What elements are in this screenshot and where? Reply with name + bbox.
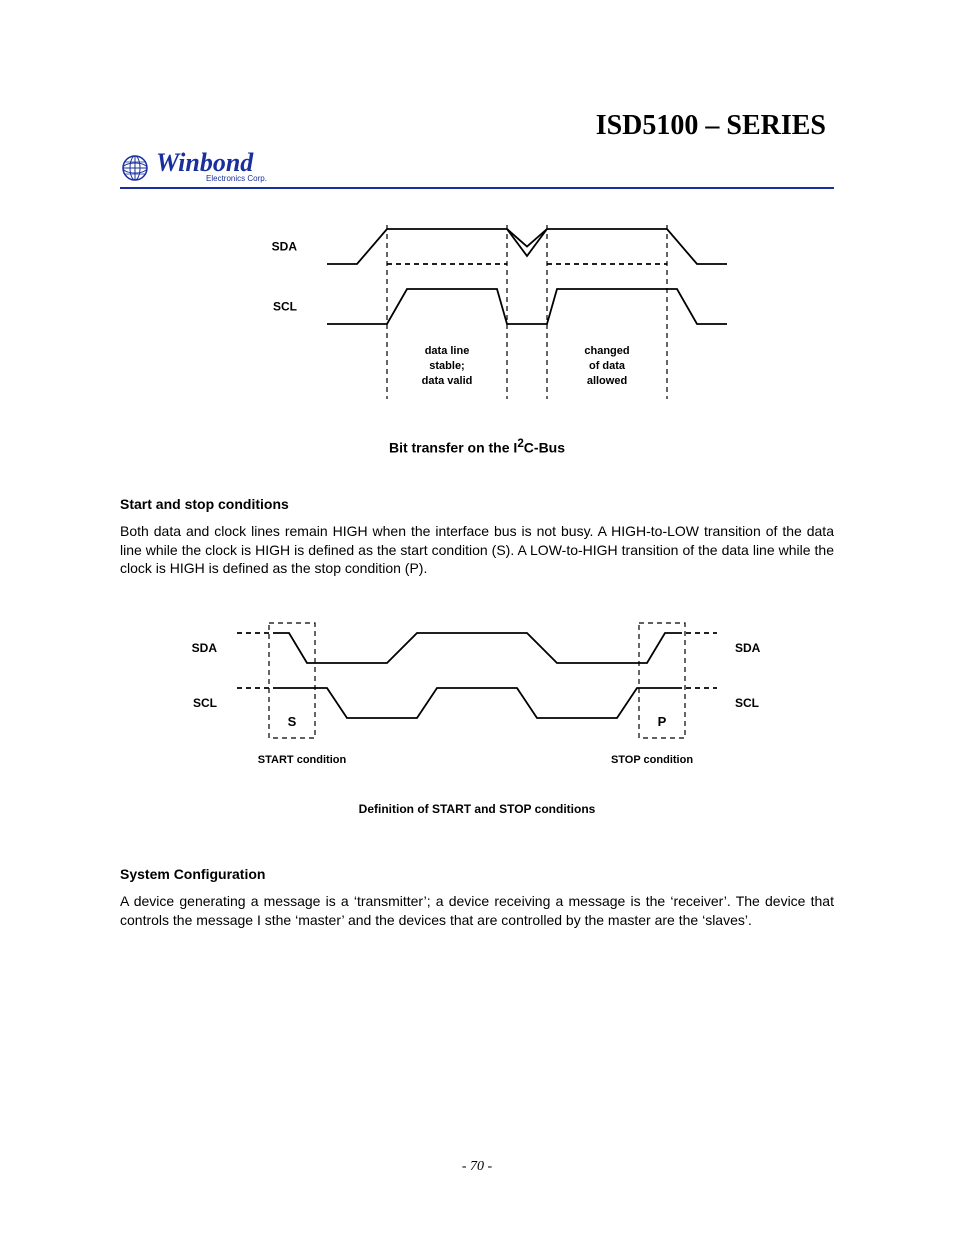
logo-text: Winbond: [156, 148, 253, 177]
svg-text:changed: changed: [584, 345, 629, 357]
section2-heading: System Configuration: [120, 866, 834, 882]
svg-text:stable;: stable;: [429, 360, 464, 372]
section1-heading: Start and stop conditions: [120, 496, 834, 512]
page-number: - 70 -: [0, 1159, 954, 1175]
svg-text:SDA: SDA: [735, 641, 761, 655]
diagram2-caption: Definition of START and STOP conditions: [359, 802, 596, 816]
svg-text:SDA: SDA: [272, 240, 298, 254]
svg-text:SDA: SDA: [192, 641, 218, 655]
svg-text:SCL: SCL: [735, 696, 759, 710]
start-stop-diagram: SDA SCL SDA SCL S P START condition STOP condit…: [120, 618, 834, 866]
svg-text:START condition: START condition: [258, 754, 347, 766]
svg-text:SCL: SCL: [193, 696, 217, 710]
section1-body: Both data and clock lines remain HIGH wh…: [120, 522, 834, 579]
logo-subtext: Electronics Corp.: [206, 174, 267, 183]
svg-text:STOP condition: STOP condition: [611, 754, 693, 766]
svg-text:data line: data line: [425, 345, 470, 357]
svg-text:data valid: data valid: [422, 375, 473, 387]
logo: Winbond Electronics Corp.: [120, 150, 834, 183]
page: ISD5100 – SERIES Winbond Electronics Cor…: [0, 0, 954, 1235]
header-rule: [120, 187, 834, 189]
svg-text:P: P: [658, 714, 667, 729]
document-title: ISD5100 – SERIES: [596, 110, 826, 142]
svg-text:of data: of data: [589, 360, 626, 372]
timing-diagram-1: SDA SCL data line stable; data valid changed o…: [227, 219, 727, 419]
bit-transfer-diagram: SDA SCL data line stable; data valid changed o…: [120, 219, 834, 496]
section2-body: A device generating a message is a ‘tran…: [120, 892, 834, 930]
globe-icon: [120, 153, 150, 183]
timing-diagram-2: SDA SCL SDA SCL S P START condition STOP condit…: [157, 618, 797, 788]
svg-text:SCL: SCL: [273, 300, 297, 314]
svg-text:S: S: [288, 714, 297, 729]
logo-text-block: Winbond Electronics Corp.: [156, 150, 267, 183]
diagram1-caption: Bit transfer on the I2C-Bus: [389, 437, 565, 456]
svg-text:allowed: allowed: [587, 375, 627, 387]
